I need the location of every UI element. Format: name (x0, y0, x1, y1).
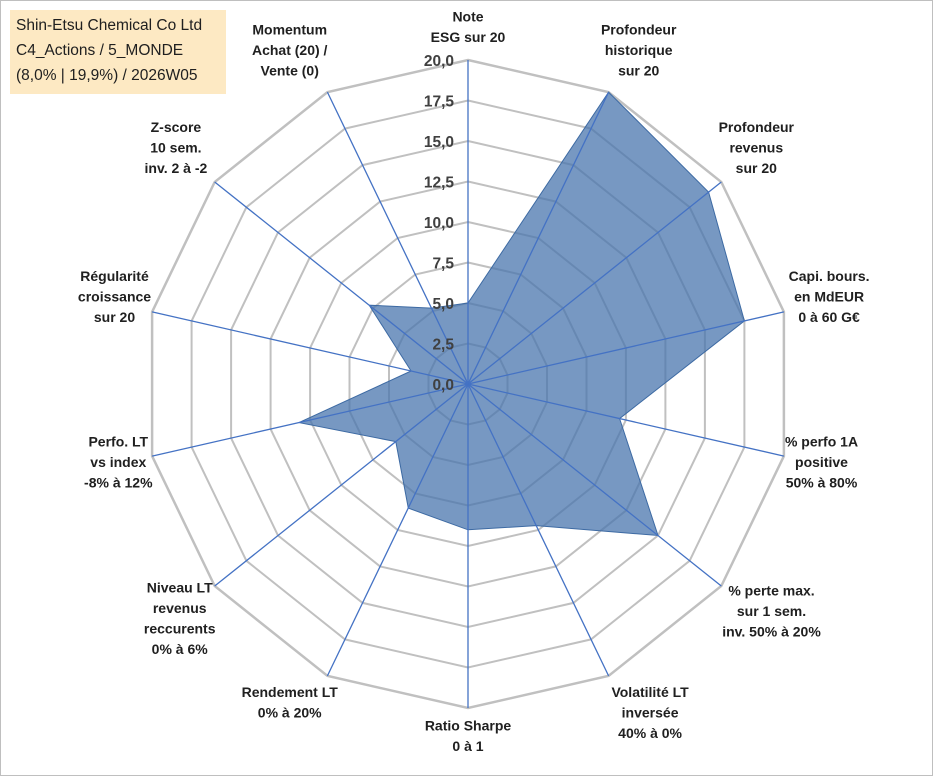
axis-label-line: Ratio Sharpe (425, 718, 512, 734)
tick-label: 10,0 (424, 215, 454, 232)
axis-label-line: 0 à 1 (452, 738, 483, 754)
axis-label-1: Profondeur historique sur 20 (601, 22, 677, 79)
axis-label-10: Perfo. LT vs index -8% à 12% (84, 434, 153, 491)
axis-label-line: Momentum (252, 22, 327, 38)
axis-spoke (467, 383, 785, 457)
axis-label-5: % perte max. sur 1 sem. inv. 50% à 20% (722, 583, 821, 640)
axis-label-line: sur 20 (94, 309, 135, 325)
axis-label-line: Rendement LT (242, 684, 339, 700)
title-line-company: Shin-Etsu Chemical Co Ltd (16, 17, 203, 34)
axis-label-2: Profondeur revenus sur 20 (719, 119, 795, 176)
axis-label-line: en MdEUR (794, 289, 864, 305)
axis-spoke (151, 383, 469, 457)
data-series-area (297, 91, 745, 537)
axis-spoke (151, 311, 469, 385)
axis-spoke (467, 311, 785, 385)
axis-label-line: -8% à 12% (84, 475, 153, 491)
axis-spoke (214, 181, 469, 385)
axis-spoke (467, 181, 722, 385)
tick-label: 7,5 (432, 256, 454, 273)
axis-label-line: Z-score (151, 119, 202, 135)
axis-label-line: revenus (729, 139, 783, 155)
title-line-period: (8,0% | 19,9%) / 2026W05 (16, 67, 198, 84)
axis-label-line: sur 20 (618, 63, 659, 79)
axis-label-line: 40% à 0% (618, 725, 682, 741)
axis-label-line: Profondeur (719, 119, 795, 135)
tick-label: 5,0 (432, 296, 454, 313)
axis-spoke (467, 383, 722, 587)
axis-spoke (326, 91, 469, 385)
axis-label-line: vs index (90, 454, 146, 470)
axis-spoke (214, 383, 469, 587)
axis-label-line: 0% à 6% (152, 641, 209, 657)
tick-label: 12,5 (424, 175, 455, 192)
tick-label: 2,5 (432, 337, 454, 354)
axis-label-12: Z-score 10 sem. inv. 2 à -2 (145, 119, 208, 176)
axis-label-8: Rendement LT 0% à 20% (242, 684, 339, 721)
axis-label-line: reccurents (144, 620, 216, 636)
axis-label-4: % perfo 1A positive 50% à 80% (785, 434, 858, 491)
axis-label-line: inv. 50% à 20% (722, 624, 821, 640)
title-line-category: C4_Actions / 5_MONDE (16, 42, 184, 59)
axis-label-line: sur 20 (736, 160, 777, 176)
axis-label-0: Note ESG sur 20 (431, 9, 506, 46)
axis-label-6: Volatilité LT inversée 40% à 0% (611, 684, 689, 741)
axis-label-line: inv. 2 à -2 (145, 160, 208, 176)
axis-label-11: Régularité croissance sur 20 (78, 268, 151, 325)
axis-label-line: Régularité (80, 268, 149, 284)
axis-label-line: Volatilité LT (611, 684, 689, 700)
axis-label-line: Vente (0) (261, 63, 319, 79)
tick-label: 20,0 (424, 53, 454, 70)
axis-label-line: croissance (78, 289, 151, 305)
axis-label-7: Ratio Sharpe 0 à 1 (425, 718, 512, 755)
axis-label-line: positive (795, 454, 848, 470)
axis-label-9: Niveau LT revenus reccurents 0% à 6% (144, 579, 216, 657)
axis-spoke (467, 91, 610, 385)
axis-label-line: 0 à 60 G€ (798, 309, 860, 325)
axis-label-3: Capi. bours. en MdEUR 0 à 60 G€ (789, 268, 870, 325)
tick-label: 0,0 (432, 377, 454, 394)
axis-label-line: Perfo. LT (88, 434, 148, 450)
axis-label-line: 0% à 20% (258, 705, 322, 721)
axis-label-line: Capi. bours. (789, 268, 870, 284)
axis-label-line: % perfo 1A (785, 434, 858, 450)
tick-label: 17,5 (424, 94, 455, 111)
title-box: Shin-Etsu Chemical Co Ltd C4_Actions / 5… (10, 10, 226, 94)
axis-spoke (326, 383, 469, 677)
axis-label-line: Note (452, 9, 483, 25)
axis-label-line: revenus (153, 600, 207, 616)
axis-label-line: sur 1 sem. (737, 603, 806, 619)
axis-label-line: ESG sur 20 (431, 29, 506, 45)
axis-label-13: Momentum Achat (20) / Vente (0) (252, 22, 328, 79)
axis-label-line: Profondeur (601, 22, 677, 38)
axis-label-line: historique (605, 42, 673, 58)
axis-label-line: Niveau LT (147, 579, 213, 595)
axis-label-line: 10 sem. (150, 139, 201, 155)
tick-label: 15,0 (424, 134, 454, 151)
axis-spoke (467, 383, 610, 677)
axis-label-line: inversée (622, 705, 679, 721)
axis-label-line: Achat (20) / (252, 42, 328, 58)
axis-label-line: % perte max. (728, 583, 814, 599)
axis-label-line: 50% à 80% (786, 475, 858, 491)
